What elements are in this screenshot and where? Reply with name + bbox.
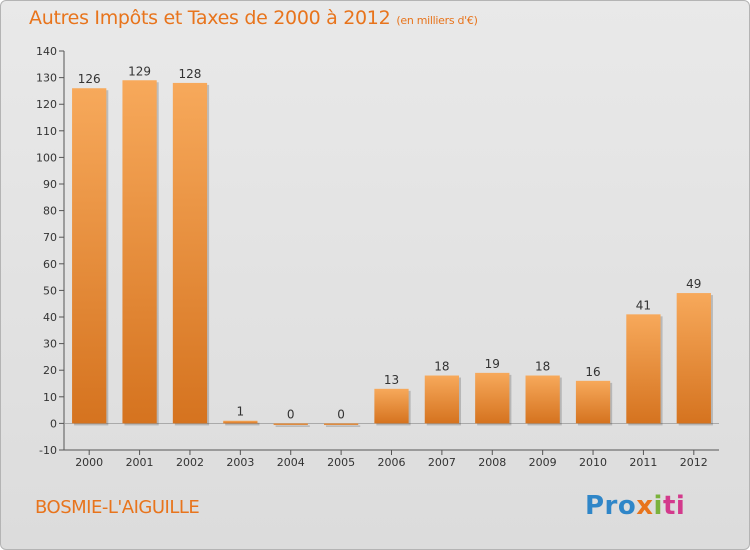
data-label-2000: 126 [78,72,101,86]
logo-part: ti [662,491,686,521]
x-tick-label: 2001 [126,456,154,469]
data-label-2001: 129 [128,64,151,78]
data-label-2004: 0 [287,407,295,421]
y-tick-label: 80 [43,205,57,218]
y-tick-label: 50 [43,284,57,297]
data-label-2012: 49 [686,277,701,291]
bar-2005 [323,423,359,425]
y-tick-label: 30 [43,338,57,351]
bar-2003 [223,420,258,424]
bar-2007 [424,375,460,424]
chart-title-text: Autres Impôts et Taxes de 2000 à 2012 [29,7,391,29]
x-tick-label: 2005 [327,456,355,469]
data-label-2002: 128 [179,67,202,81]
x-tick-label: 2011 [629,456,657,469]
chart-bars [72,80,713,427]
y-tick-label: 40 [43,311,57,324]
x-tick-label: 2004 [277,456,305,469]
y-tick-label: 110 [36,125,57,138]
bar-2004 [273,423,308,425]
chart-axes: -100102030405060708090100110120130140200… [36,45,719,469]
data-label-2003: 1 [237,405,245,419]
bar-2010 [575,380,611,424]
x-tick-label: 2007 [428,456,456,469]
y-tick-label: 100 [36,151,57,164]
data-label-2006: 13 [384,373,399,387]
bar-2002 [172,82,208,424]
bar-shadow [325,425,361,427]
commune-name: BOSMIE-L'AIGUILLE [35,497,200,518]
y-tick-label: 90 [43,178,57,191]
x-tick-label: 2010 [579,456,607,469]
y-tick-label: -10 [39,444,57,457]
x-tick-label: 2006 [378,456,406,469]
data-label-2009: 18 [535,360,550,374]
chart-data-labels: 126 129 128 1 0 0 13 18 19 18 16 41 49 [78,64,702,421]
bar-shadow [225,422,260,426]
data-label-2007: 18 [434,360,449,374]
bar-2012 [676,293,711,424]
chart-subtitle: (en milliers d'€) [396,14,478,27]
bar-2009 [525,375,560,424]
bar-2011 [626,314,661,424]
y-tick-label: 70 [43,231,57,244]
logo-part: Pro [585,491,637,521]
data-label-2008: 19 [485,357,500,371]
bar-2006 [374,388,409,424]
bar-2000 [72,88,107,424]
data-label-2011: 41 [636,298,651,312]
x-tick-label: 2003 [226,456,254,469]
data-label-2005: 0 [337,407,345,421]
x-tick-label: 2012 [680,456,708,469]
y-tick-label: 10 [43,391,57,404]
bar-2001 [122,80,157,424]
x-tick-label: 2009 [529,456,557,469]
x-tick-label: 2002 [176,456,204,469]
y-tick-label: 120 [36,98,57,111]
y-tick-label: 0 [50,417,57,430]
data-label-2010: 16 [585,365,600,379]
x-tick-label: 2008 [478,456,506,469]
logo-part: i [653,491,663,521]
logo-part: x [636,491,654,521]
y-tick-label: 60 [43,258,57,271]
y-tick-label: 140 [36,45,57,58]
bar-2008 [475,372,510,424]
x-tick-label: 2000 [75,456,103,469]
bar-shadow [275,425,310,427]
y-tick-label: 20 [43,364,57,377]
chart-title: Autres Impôts et Taxes de 2000 à 2012 (en… [29,7,478,29]
y-tick-label: 130 [36,72,57,85]
proxiti-logo[interactable]: Proxiti [585,491,685,521]
